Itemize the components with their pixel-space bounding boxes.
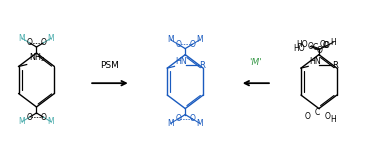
Text: O: O (307, 42, 313, 51)
Text: O: O (320, 40, 325, 49)
Text: M: M (19, 117, 25, 126)
Text: O: O (40, 113, 46, 122)
Text: M: M (197, 35, 203, 44)
Text: M: M (48, 117, 54, 126)
Text: C: C (313, 44, 318, 52)
Text: HO: HO (293, 44, 305, 53)
Text: O: O (305, 112, 311, 121)
Text: HN: HN (309, 57, 321, 66)
Text: M: M (167, 119, 174, 128)
Text: O: O (26, 113, 33, 122)
Text: R: R (332, 61, 338, 70)
Text: HN: HN (176, 57, 187, 66)
Text: M: M (48, 34, 54, 43)
Text: H: H (330, 116, 336, 124)
Text: O: O (324, 112, 330, 121)
Text: O: O (323, 41, 328, 50)
Text: O: O (323, 41, 329, 50)
Text: O: O (40, 38, 46, 47)
Text: PSM: PSM (101, 61, 119, 70)
Text: O: O (175, 40, 181, 49)
Text: NH$_2$: NH$_2$ (29, 52, 45, 64)
Text: M: M (19, 34, 25, 43)
Text: O: O (189, 114, 195, 123)
Text: O: O (317, 46, 323, 55)
Text: R: R (199, 61, 205, 70)
Text: M: M (197, 119, 203, 128)
Text: O: O (26, 38, 33, 47)
Text: C: C (314, 108, 320, 117)
Text: O: O (175, 114, 181, 123)
Text: O: O (189, 40, 195, 49)
Text: 'M': 'M' (249, 58, 262, 67)
Text: M: M (167, 35, 174, 44)
Text: H: H (330, 38, 336, 47)
Text: HO: HO (296, 40, 308, 49)
